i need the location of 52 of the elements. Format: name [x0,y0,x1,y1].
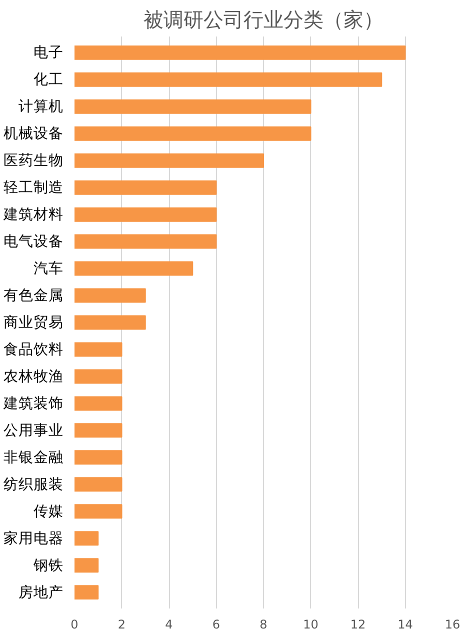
x-tick-label: 0 [70,618,78,631]
y-tick-label: 机械设备 [4,125,64,142]
bar [74,315,146,330]
y-tick-label: 医药生物 [4,152,64,170]
bar [74,288,146,303]
bar [74,72,382,87]
bar [74,504,122,519]
chart-title: 被调研公司行业分类（家） [144,8,384,32]
bar [74,45,406,60]
bar [74,180,217,195]
bar [74,531,99,546]
x-tick-label: 8 [260,618,268,631]
y-tick-label: 电气设备 [4,233,64,250]
bar [74,423,122,438]
y-tick-label: 农林牧渔 [4,368,64,385]
y-tick-label: 轻工制造 [4,179,64,196]
y-tick-label: 商业贸易 [4,314,64,331]
bar [74,342,122,357]
y-tick-label: 纺织服装 [4,476,64,493]
y-tick-label: 非银金融 [4,448,64,466]
bar [74,450,122,465]
y-tick-label: 有色金属 [4,287,64,304]
x-tick-label: 2 [118,618,126,631]
y-tick-label: 计算机 [18,98,64,116]
x-tick-label: 14 [398,618,413,631]
y-tick-label: 汽车 [34,260,64,278]
y-tick-label: 食品饮料 [4,340,64,358]
bar [74,99,312,114]
y-tick-label: 家用电器 [4,530,64,547]
y-tick-label: 房地产 [18,584,64,601]
bar [74,234,217,249]
bar [74,261,194,276]
x-tick-label: 16 [444,618,460,631]
bar [74,396,122,411]
y-tick-label: 电子 [34,44,64,62]
y-tick-label: 钢铁 [32,556,64,574]
y-tick-label: 化工 [34,71,64,88]
y-tick-label: 建筑材料 [2,206,64,224]
bar [74,585,99,600]
bar [74,153,264,168]
bar [74,126,312,141]
x-tick-label: 4 [165,618,173,631]
y-tick-label: 传媒 [34,502,64,520]
x-tick-label: 6 [212,618,220,631]
bar [74,558,99,573]
bar [74,477,122,492]
y-tick-label: 公用事业 [4,422,64,439]
y-tick-label: 建筑装饰 [2,394,64,412]
x-tick-label: 12 [350,618,366,631]
bar [74,207,217,222]
x-tick-label: 10 [303,618,318,631]
bar [74,369,122,384]
